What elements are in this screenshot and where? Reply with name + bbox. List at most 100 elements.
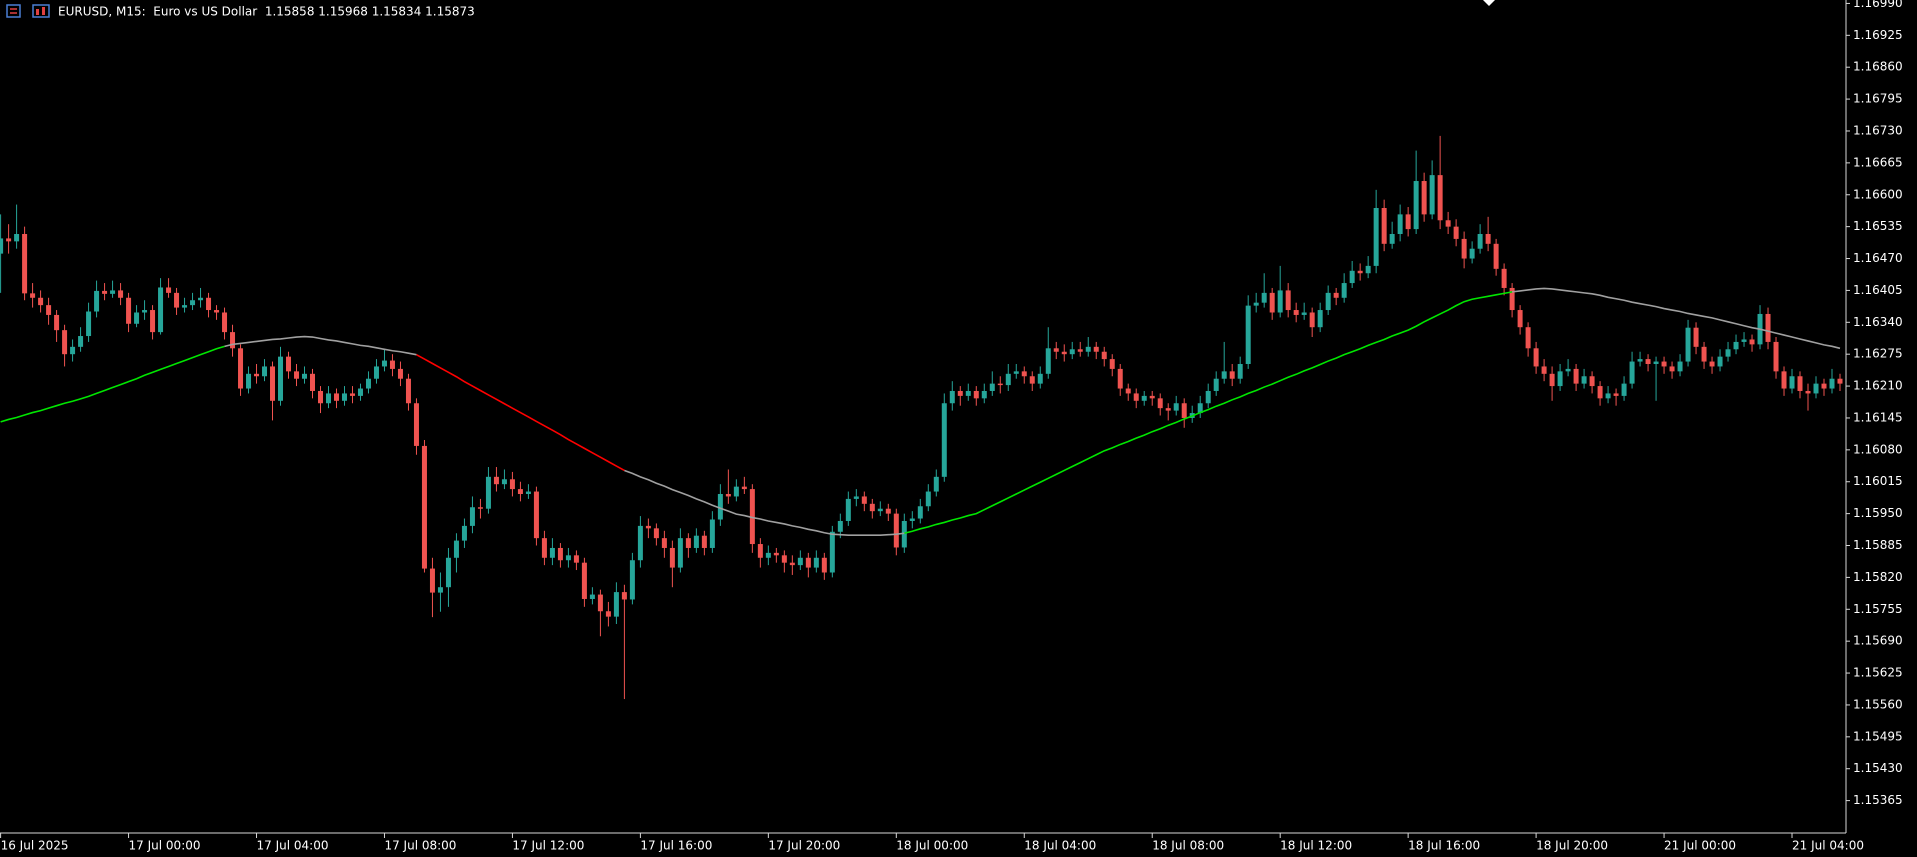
candle-body <box>629 560 635 600</box>
candle-body <box>1325 292 1331 311</box>
candle-body <box>773 552 779 556</box>
moving-average-line <box>0 291 1513 535</box>
candle-body <box>741 486 747 490</box>
candle-body <box>254 373 260 377</box>
candle-body <box>1797 376 1803 391</box>
candle-body <box>1269 292 1275 313</box>
candle-body <box>94 290 100 312</box>
candle-body <box>1197 403 1203 414</box>
candle-body <box>1125 388 1131 394</box>
candle-body <box>1637 359 1643 362</box>
y-tick-label: 1.16470 <box>1853 251 1903 265</box>
x-tick-label: 18 Jul 20:00 <box>1536 839 1608 853</box>
candle-body <box>1813 383 1819 394</box>
candle-body <box>541 538 547 558</box>
candle-body <box>1557 371 1563 387</box>
candle-body <box>549 547 555 558</box>
y-tick-label: 1.16210 <box>1853 379 1903 393</box>
candle-body <box>765 552 771 558</box>
candle-body <box>885 508 891 514</box>
candle-body <box>845 498 851 521</box>
candle-body <box>437 587 443 593</box>
candle-body <box>613 592 619 617</box>
candle-body <box>565 555 571 561</box>
x-tick-label: 18 Jul 16:00 <box>1408 839 1480 853</box>
chart-title: EURUSD, M15: Euro vs US Dollar 1.15858 1… <box>58 5 475 19</box>
candle-body <box>933 476 939 492</box>
candle-body <box>1277 290 1283 313</box>
candle-body <box>917 506 923 519</box>
candle-body <box>1037 373 1043 384</box>
candle-body <box>1821 383 1827 389</box>
candle-body <box>365 378 371 389</box>
candle-body <box>166 287 172 293</box>
y-tick-label: 1.16535 <box>1853 219 1903 233</box>
moving-average-line <box>224 287 1841 537</box>
candle-body <box>829 531 835 573</box>
candle-body <box>309 373 315 391</box>
candle-body <box>1645 359 1651 364</box>
candle-body <box>869 503 875 512</box>
candle-body <box>901 520 907 548</box>
candle-body <box>1493 243 1499 269</box>
candle-body <box>1461 238 1467 259</box>
candle-body <box>278 356 284 401</box>
y-tick-label: 1.15820 <box>1853 570 1903 584</box>
candle-body <box>909 518 915 521</box>
candle-body <box>1837 378 1843 384</box>
y-tick-label: 1.16080 <box>1853 442 1903 456</box>
candle-body <box>1685 327 1691 362</box>
candle-body <box>174 292 180 308</box>
candle-body <box>445 557 451 588</box>
candle-body <box>645 525 651 529</box>
candle-body <box>1357 270 1363 274</box>
candle-body <box>941 403 947 477</box>
candle-body <box>509 479 515 490</box>
candle-body <box>118 290 124 298</box>
candle-body <box>1133 393 1139 401</box>
candle-body <box>1109 359 1115 369</box>
candle-body <box>813 557 819 568</box>
candle-body <box>389 360 395 369</box>
x-tick-label: 17 Jul 16:00 <box>640 839 712 853</box>
candle-body <box>1157 398 1163 409</box>
candle-body <box>821 557 827 573</box>
y-tick-label: 1.15755 <box>1853 602 1903 616</box>
candle-body <box>701 535 707 548</box>
candle-body <box>461 525 467 541</box>
candle-body <box>214 310 220 313</box>
candle-body <box>270 366 276 401</box>
candle-body <box>1541 366 1547 374</box>
x-tick-label: 17 Jul 12:00 <box>512 839 584 853</box>
y-tick-label: 1.15365 <box>1853 793 1903 807</box>
candle-body <box>1173 403 1179 411</box>
candle-body <box>357 388 363 396</box>
candle-body <box>677 538 683 568</box>
candle-body <box>1765 313 1771 342</box>
candle-body <box>1101 351 1107 360</box>
candle-body <box>1437 175 1443 221</box>
candle-body <box>805 557 811 568</box>
candle-body <box>1429 175 1435 215</box>
candle-body <box>661 538 667 548</box>
candle-body <box>1653 361 1659 364</box>
x-tick-label: 17 Jul 00:00 <box>129 839 201 853</box>
candle-body <box>1605 393 1611 399</box>
candle-body <box>453 540 459 558</box>
candle-body <box>1517 310 1523 328</box>
candle-body <box>965 390 971 396</box>
candle-body <box>693 535 699 548</box>
candle-body <box>1301 312 1307 315</box>
candle-body <box>1045 348 1051 374</box>
candle-body <box>405 378 411 404</box>
candle-body <box>581 562 587 599</box>
candle-body <box>6 238 12 242</box>
candle-body <box>1221 371 1227 379</box>
candle-body <box>381 360 387 367</box>
y-tick-label: 1.15625 <box>1853 666 1903 680</box>
candle-body <box>1421 181 1427 215</box>
candle-body <box>325 393 331 404</box>
candle-body <box>1565 368 1571 372</box>
y-tick-label: 1.15430 <box>1853 761 1903 775</box>
candle-body <box>749 489 755 545</box>
